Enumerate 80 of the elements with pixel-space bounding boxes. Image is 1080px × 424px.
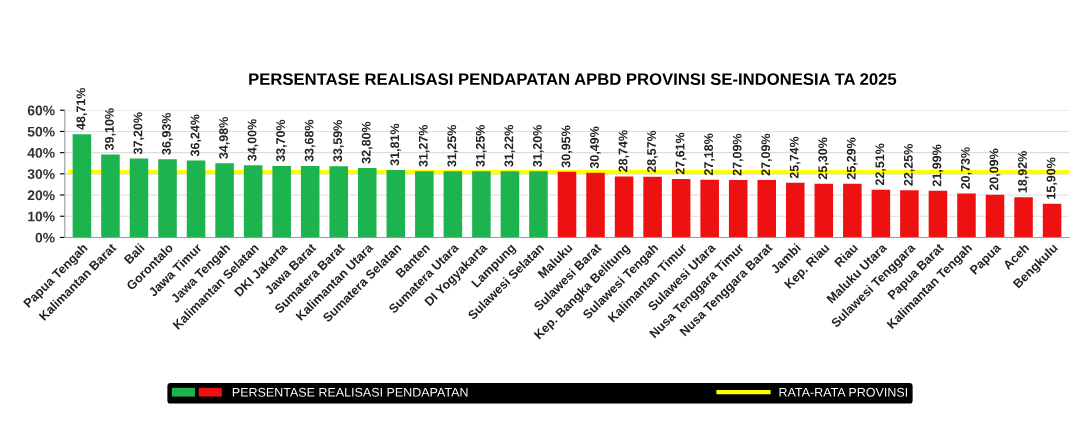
bar (1042, 203, 1062, 238)
bar (500, 171, 520, 238)
data-label: 39,10% (104, 108, 116, 151)
data-label: 30,95% (561, 125, 573, 168)
data-label: 28,57% (647, 130, 658, 173)
bar (757, 180, 777, 238)
bar (1014, 197, 1033, 238)
chart-title: PERSENTASE REALISASI PENDAPATAN APBD PROVINSI SE-INDONESIA TA 2025 (249, 73, 897, 86)
bar (243, 165, 263, 238)
data-label: 27,09% (732, 133, 744, 176)
bar (614, 176, 634, 238)
bar (300, 166, 320, 238)
bar (728, 180, 748, 238)
y-tick-label: 50% (27, 126, 55, 137)
bar (900, 190, 919, 238)
bar (843, 183, 862, 238)
bar (186, 160, 206, 238)
bar (357, 167, 377, 238)
data-label: 22,25% (903, 144, 915, 186)
data-label: 28,74% (618, 130, 630, 172)
data-label: 25,29% (846, 137, 858, 180)
bar (129, 158, 149, 238)
legend-label: RATA-RATA PROVINSI (779, 387, 908, 397)
data-label: 27,09% (761, 133, 772, 176)
data-label: 31,81% (390, 123, 401, 166)
bar (557, 171, 577, 238)
data-label: 20,09% (989, 148, 1001, 191)
bar (643, 176, 662, 238)
data-label: 31,25% (475, 124, 487, 167)
data-label: 25,30% (818, 137, 829, 180)
y-tick-label: 30% (27, 169, 55, 180)
data-label: 30,49% (590, 126, 601, 169)
y-tick-label: 20% (27, 190, 55, 201)
data-label: 27,61% (675, 132, 687, 175)
bar (871, 189, 891, 238)
data-label: 31,27% (418, 124, 430, 167)
bar (415, 171, 434, 238)
bar (158, 159, 177, 238)
data-label: 33,68% (304, 119, 316, 162)
bar (529, 171, 548, 238)
data-label: 34,98% (219, 117, 230, 159)
data-label: 33,59% (333, 120, 344, 162)
y-tick-label: 40% (27, 147, 55, 158)
bar (928, 190, 948, 238)
data-label: 32,80% (361, 121, 373, 164)
data-label: 36,24% (190, 114, 202, 157)
data-label: 37,20% (133, 112, 145, 155)
data-label: 36,93% (162, 112, 173, 155)
data-label: 21,99% (932, 144, 944, 187)
data-label: 34,00% (247, 119, 259, 161)
data-label: 31,25% (447, 124, 459, 167)
data-label: 27,18% (704, 133, 715, 176)
bar (329, 166, 348, 238)
data-label: 15,90% (1046, 157, 1058, 199)
bar (472, 171, 491, 238)
data-label: 31,22% (504, 125, 516, 167)
data-label: 31,20% (532, 125, 544, 167)
bar (957, 193, 976, 238)
bar (814, 183, 834, 238)
bar (985, 194, 1005, 238)
y-tick-label: 60% (27, 105, 55, 116)
y-tick-label: 10% (28, 211, 55, 222)
bar (101, 154, 120, 238)
data-label: 33,70% (276, 119, 287, 162)
bar (386, 170, 406, 238)
data-label: 25,74% (789, 136, 801, 179)
bar (443, 171, 463, 238)
bar (72, 134, 92, 238)
bar (700, 179, 719, 238)
bar (586, 172, 605, 238)
data-label: 20,73% (960, 147, 972, 189)
bar (786, 182, 805, 238)
data-label: 48,71% (76, 87, 88, 130)
data-label: 18,92% (1018, 151, 1029, 193)
bar (671, 178, 691, 238)
bar (215, 163, 234, 238)
data-label: 22,51% (875, 143, 887, 186)
bar (272, 166, 291, 238)
legend-label: PERSENTASE REALISASI PENDAPATAN (232, 387, 468, 397)
y-tick-label: 0% (35, 232, 55, 243)
